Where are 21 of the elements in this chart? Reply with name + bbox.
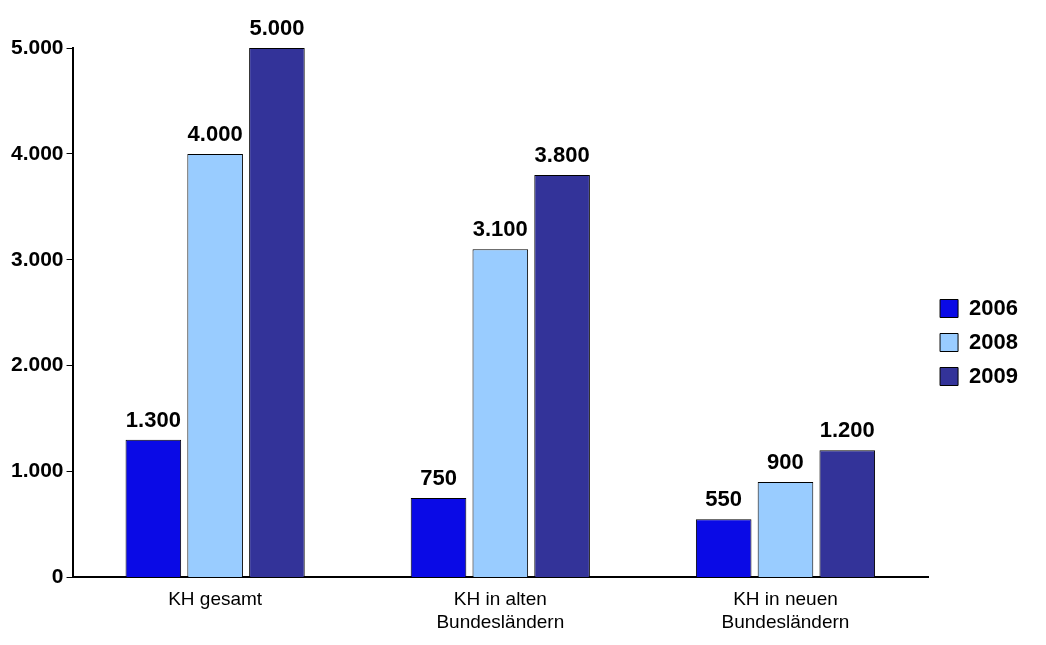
data-label: 3.800 [534, 142, 590, 168]
legend-label: 2009 [969, 362, 1019, 388]
y-tick-label: 1.000 [10, 458, 64, 482]
data-label: 1.200 [819, 417, 875, 443]
data-label: 550 [705, 486, 743, 512]
y-tick-label: 4.000 [10, 140, 64, 164]
x-tick-label: KH gesamt [168, 588, 263, 610]
data-label: 3.100 [472, 216, 528, 242]
data-label: 5.000 [249, 15, 305, 41]
y-tick-label: 0 [51, 564, 64, 588]
data-label: 4.000 [187, 120, 243, 146]
y-tick-label: 3.000 [10, 246, 64, 270]
x-tick-label: KH in alten Bundesländern [436, 588, 565, 632]
data-label: 750 [420, 465, 457, 491]
data-label: 1.300 [125, 406, 181, 432]
legend-label: 2006 [969, 294, 1019, 320]
y-tick-label: 2.000 [10, 352, 64, 376]
legend-label: 2008 [969, 328, 1019, 354]
x-tick-label: KH in neuen Bundesländern [721, 588, 850, 632]
y-tick-label: 5.000 [10, 34, 64, 58]
data-label: 900 [767, 449, 804, 475]
